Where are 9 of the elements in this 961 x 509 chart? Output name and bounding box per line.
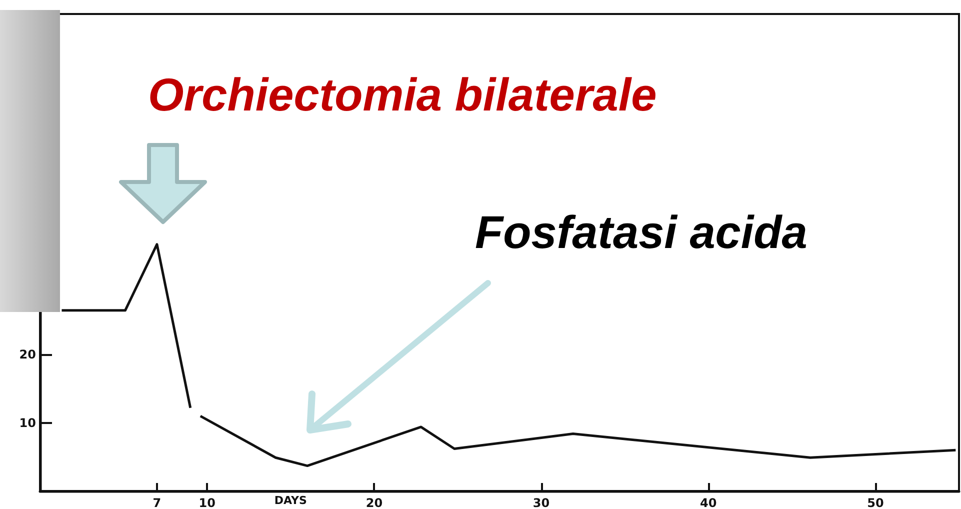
x-tick-label: 50: [867, 496, 884, 509]
x-tick-label: 40: [700, 496, 717, 509]
x-tick-label: 7: [152, 496, 162, 509]
x-axis-title: DAYS: [274, 494, 307, 507]
x-tick-label: 30: [532, 496, 550, 509]
annotation: Orchiectomia bilaterale: [148, 68, 657, 120]
x-tick-label: 10: [198, 496, 216, 509]
annotation: Fosfatasi acida: [475, 206, 808, 258]
x-tick-label: 20: [366, 496, 383, 509]
